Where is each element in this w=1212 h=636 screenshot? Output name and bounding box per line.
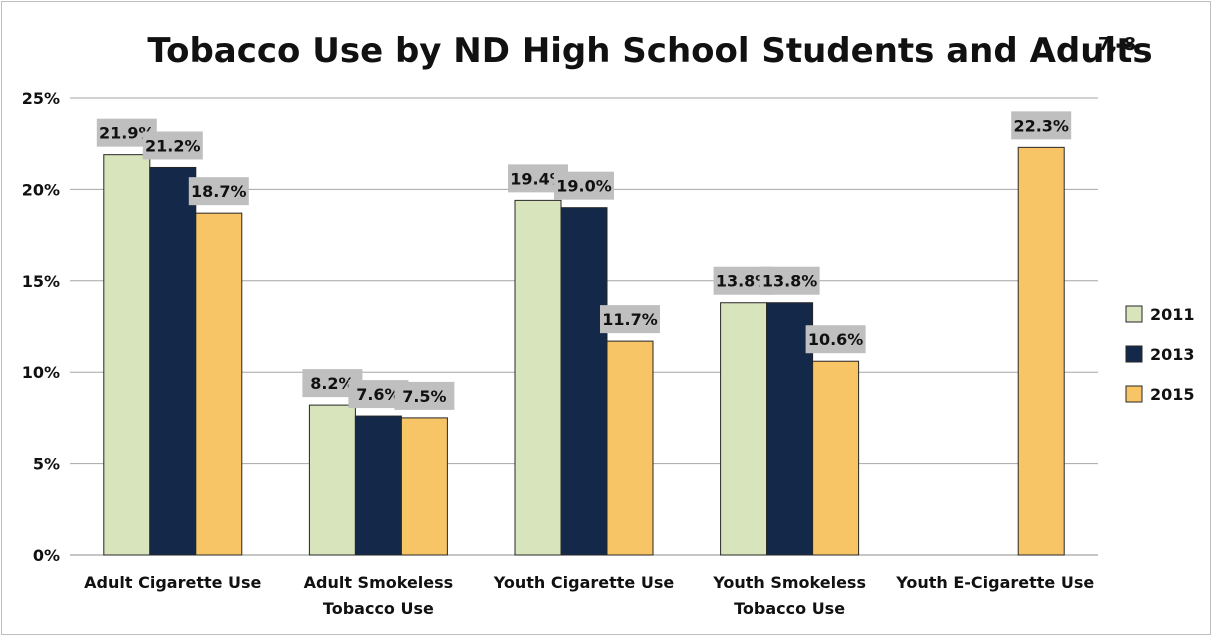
data-label: 13.8% bbox=[716, 272, 772, 291]
data-label: 10.6% bbox=[808, 330, 864, 349]
data-label: 21.2% bbox=[145, 136, 201, 155]
x-tick-label: Youth E-Cigarette Use bbox=[895, 573, 1094, 592]
bar-2015 bbox=[812, 360, 860, 556]
x-tick-label: Tobacco Use bbox=[323, 599, 434, 618]
bar-2011 bbox=[720, 302, 768, 556]
data-label: 19.4% bbox=[510, 169, 566, 188]
data-label-box bbox=[142, 131, 203, 160]
y-axis: 0% 5% 10% 15% 20% 25% bbox=[22, 89, 60, 565]
data-label-box bbox=[1011, 111, 1072, 140]
y-tick-label: 20% bbox=[22, 180, 60, 199]
data-label: 7.6% bbox=[356, 385, 400, 404]
x-tick-label: Youth Smokeless bbox=[712, 573, 866, 592]
data-label: 22.3% bbox=[1013, 116, 1069, 135]
data-label-box bbox=[394, 381, 455, 410]
bar-2011 bbox=[514, 199, 562, 556]
y-tick-label: 5% bbox=[33, 455, 60, 474]
data-label-box bbox=[188, 177, 249, 206]
bar-2015 bbox=[400, 417, 448, 556]
data-label: 13.8% bbox=[762, 272, 818, 291]
title-superscript: 7, 8 bbox=[1098, 34, 1136, 55]
data-label-box bbox=[600, 305, 660, 334]
data-label-box bbox=[805, 325, 866, 354]
data-label: 18.7% bbox=[191, 182, 247, 201]
x-tick-label: Tobacco Use bbox=[734, 599, 845, 618]
data-label: 21.9% bbox=[99, 124, 155, 143]
bar-2013 bbox=[354, 415, 402, 556]
data-label: 8.2% bbox=[310, 374, 354, 393]
chart-title: Tobacco Use by ND High School Students a… bbox=[147, 31, 1152, 71]
x-tick-label: Youth Cigarette Use bbox=[493, 573, 675, 592]
legend-label: 2011 bbox=[1150, 305, 1195, 324]
bar-2015 bbox=[606, 340, 654, 556]
data-label-box bbox=[554, 171, 614, 200]
bar-2011 bbox=[103, 154, 151, 556]
legend-label: 2013 bbox=[1150, 345, 1195, 364]
y-tick-label: 15% bbox=[22, 272, 60, 291]
legend-swatch-2011 bbox=[1125, 305, 1143, 323]
legend-swatch-2015 bbox=[1125, 385, 1143, 403]
bar-2015 bbox=[1017, 146, 1065, 556]
x-axis: Adult Cigarette Use Adult Smokeless Tobacc… bbox=[84, 573, 1094, 618]
legend-swatch-2013 bbox=[1125, 345, 1143, 363]
bars bbox=[103, 146, 1065, 556]
legend-label: 2015 bbox=[1150, 385, 1195, 404]
data-label-box bbox=[759, 266, 820, 295]
y-tick-label: 0% bbox=[33, 546, 60, 565]
y-tick-label: 25% bbox=[22, 89, 60, 108]
data-labels: 21.9%21.2% 18.7% 8.2%7.6% 7.5% 19.4%19.0% 11.… bbox=[96, 111, 1072, 410]
bar-2011 bbox=[308, 404, 356, 556]
data-label: 7.5% bbox=[402, 387, 446, 406]
y-tick-label: 10% bbox=[22, 363, 60, 382]
data-label: 19.0% bbox=[556, 177, 612, 196]
legend: 2011 2013 2015 bbox=[1125, 305, 1195, 404]
bar-2015 bbox=[195, 212, 243, 556]
bar-2013 bbox=[560, 207, 608, 556]
x-tick-label: Adult Cigarette Use bbox=[84, 573, 261, 592]
x-tick-label: Adult Smokeless bbox=[304, 573, 454, 592]
data-label: 11.7% bbox=[602, 310, 658, 329]
bar-2013 bbox=[149, 166, 197, 556]
